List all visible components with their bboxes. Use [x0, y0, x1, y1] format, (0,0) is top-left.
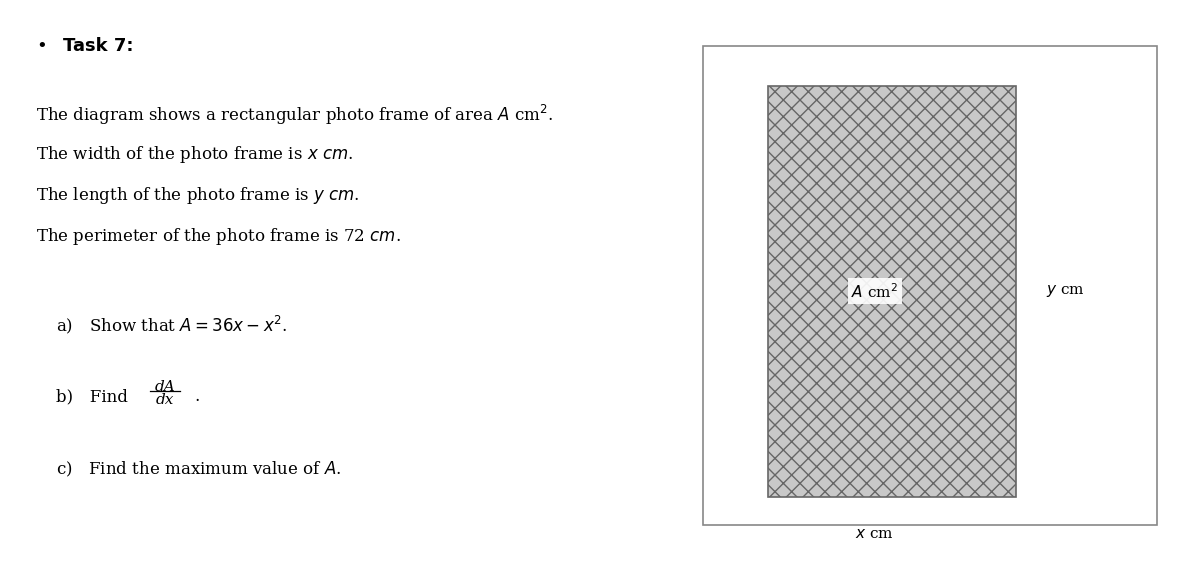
Bar [703, 46, 1157, 525]
Text: $A$ cm$^2$: $A$ cm$^2$ [851, 282, 899, 300]
Text: The diagram shows a rectangular photo frame of area $A$ cm$^2$.: The diagram shows a rectangular photo fr… [36, 103, 553, 127]
Text: Task 7:: Task 7: [62, 37, 133, 55]
Text: .: . [194, 388, 200, 405]
Text: dx: dx [156, 393, 174, 407]
Text: a) Show that $A = 36x - x^2$.: a) Show that $A = 36x - x^2$. [56, 314, 288, 336]
Text: b) Find: b) Find [56, 388, 133, 405]
Text: •: • [36, 37, 47, 55]
Text: The length of the photo frame is $y$ $cm$.: The length of the photo frame is $y$ $cm… [36, 185, 360, 206]
Text: dA: dA [155, 380, 175, 394]
Text: $y$ cm: $y$ cm [1046, 283, 1085, 299]
Text: c) Find the maximum value of $A$.: c) Find the maximum value of $A$. [56, 460, 342, 479]
Text: The perimeter of the photo frame is 72 $cm$.: The perimeter of the photo frame is 72 $… [36, 226, 401, 247]
Text: $x$ cm: $x$ cm [856, 527, 894, 541]
Text: The width of the photo frame is $x$ $cm$.: The width of the photo frame is $x$ $cm$… [36, 144, 354, 165]
Bar [768, 86, 1016, 497]
